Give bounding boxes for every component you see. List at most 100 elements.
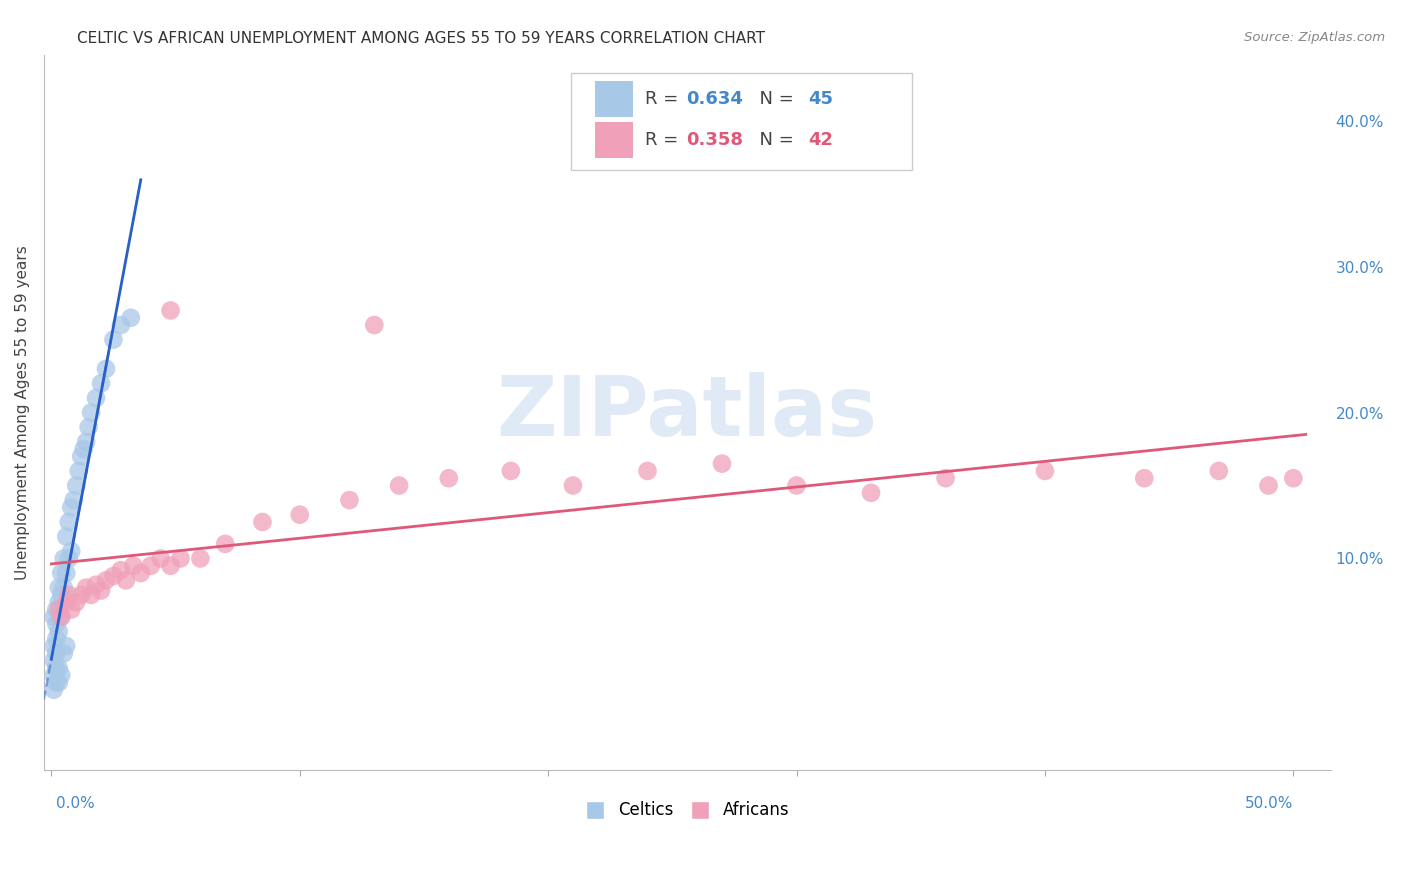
Point (711, 457, 734, 471)
Point (110, 563, 132, 577)
Point (48, 595, 70, 609)
Point (48, 609, 70, 624)
Point (45, 661, 67, 675)
Point (84, 391, 107, 405)
Point (51, 588, 73, 602)
Point (58, 551, 80, 566)
Text: 42: 42 (808, 131, 834, 149)
Point (58, 515, 80, 529)
Point (786, 478, 808, 492)
Point (70, 588, 93, 602)
Point (1282, 471, 1305, 485)
Text: CELTIC VS AFRICAN UNEMPLOYMENT AMONG AGES 55 TO 59 YEARS CORRELATION CHART: CELTIC VS AFRICAN UNEMPLOYMENT AMONG AGE… (77, 31, 765, 46)
Text: ZIPatlas: ZIPatlas (496, 372, 877, 453)
Point (90, 376, 112, 391)
Legend: Celtics, Africans: Celtics, Africans (578, 795, 797, 826)
Point (139, 558, 162, 573)
Point (75, 434, 97, 449)
Point (48, 581, 70, 595)
Y-axis label: Unemployment Among Ages 55 to 59 years: Unemployment Among Ages 55 to 59 years (15, 245, 30, 580)
Point (169, 551, 191, 566)
Point (90, 583, 112, 598)
Point (58, 588, 80, 602)
FancyBboxPatch shape (595, 122, 633, 158)
Point (65, 478, 87, 492)
Text: 45: 45 (808, 90, 834, 108)
Point (103, 569, 125, 583)
Point (159, 558, 181, 573)
Point (129, 566, 152, 580)
Point (94, 574, 117, 588)
Point (45, 602, 67, 616)
Text: R =: R = (645, 131, 683, 149)
Point (80, 406, 103, 420)
Point (60, 602, 83, 616)
Point (637, 464, 659, 478)
Point (214, 537, 236, 551)
Point (252, 515, 274, 529)
Text: 0.0%: 0.0% (56, 797, 96, 811)
Text: R =: R = (645, 90, 683, 108)
FancyBboxPatch shape (571, 73, 912, 169)
Point (48, 624, 70, 639)
Point (75, 581, 97, 595)
Point (55, 530, 77, 544)
Point (935, 471, 957, 485)
Point (42, 654, 65, 668)
Point (1257, 478, 1279, 492)
Point (48, 661, 70, 675)
Point (45, 646, 67, 660)
Point (45, 632, 67, 646)
Point (94, 361, 117, 376)
Point (1133, 471, 1156, 485)
Text: Source: ZipAtlas.com: Source: ZipAtlas.com (1244, 31, 1385, 45)
Point (48, 602, 70, 616)
Point (190, 551, 212, 566)
Point (45, 617, 67, 632)
Point (84, 578, 107, 592)
Point (52, 581, 75, 595)
Point (110, 318, 132, 332)
Text: 0.358: 0.358 (686, 131, 742, 149)
Point (55, 595, 77, 609)
Point (62, 493, 84, 508)
Point (437, 471, 460, 485)
Point (860, 485, 883, 500)
Point (42, 682, 65, 697)
Point (65, 595, 87, 609)
Point (48, 675, 70, 690)
Point (388, 478, 411, 492)
Point (51, 566, 73, 580)
Point (122, 558, 145, 573)
Point (42, 609, 65, 624)
Point (120, 310, 142, 325)
Point (55, 566, 77, 580)
Point (159, 303, 181, 318)
Point (149, 551, 172, 566)
Point (60, 544, 83, 558)
Point (72, 442, 94, 456)
Point (1033, 464, 1056, 478)
Point (51, 609, 73, 624)
Point (52, 551, 75, 566)
Point (52, 646, 75, 660)
FancyBboxPatch shape (595, 81, 633, 117)
Point (67, 464, 90, 478)
Point (51, 668, 73, 682)
Point (562, 478, 585, 492)
Point (499, 464, 522, 478)
Text: N =: N = (748, 131, 799, 149)
Point (339, 493, 361, 508)
Point (51, 609, 73, 624)
Point (288, 508, 311, 522)
Text: N =: N = (748, 90, 799, 108)
Point (80, 588, 103, 602)
Point (103, 333, 125, 347)
Point (45, 675, 67, 690)
Point (77, 420, 100, 434)
Point (115, 574, 138, 588)
Text: 0.634: 0.634 (686, 90, 742, 108)
Point (70, 450, 93, 464)
Point (42, 668, 65, 682)
Text: 50.0%: 50.0% (1244, 797, 1294, 811)
